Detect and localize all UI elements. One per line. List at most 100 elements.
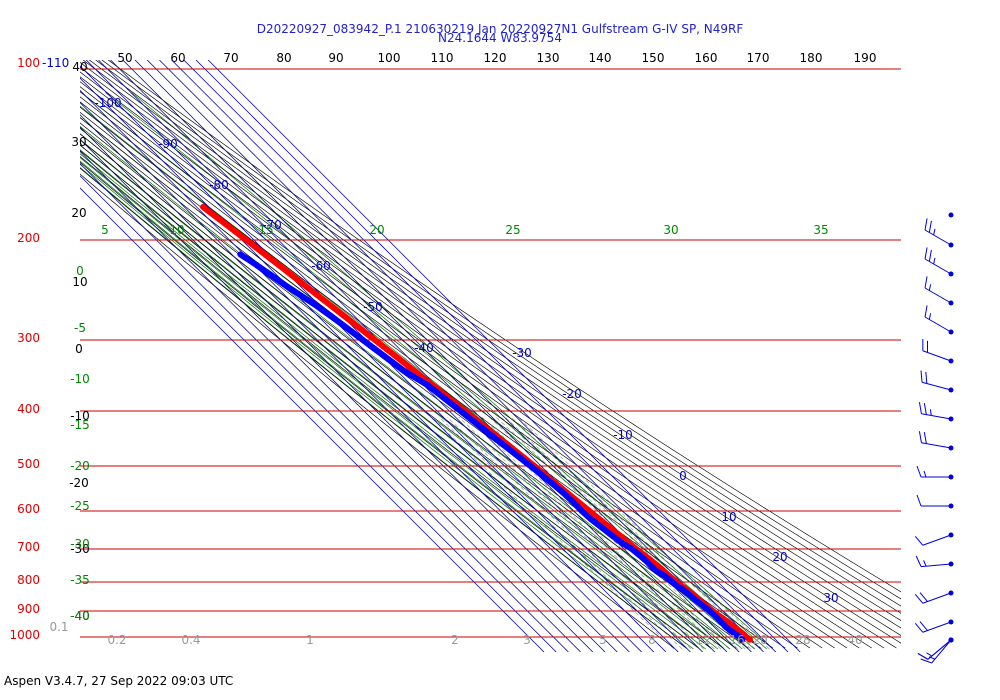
top-axis-tick: 190: [854, 51, 877, 65]
wind-barb-flag: [916, 465, 922, 478]
dry-adiabat: [80, 76, 897, 649]
dry-adiabat: [107, 60, 901, 593]
isotherm-label: -80: [209, 178, 229, 192]
wind-barb-half-flag: [929, 409, 932, 416]
top-axis-ticks: 50 60 70 80 90 100 110 120 130 140 150 160 170 180 190: [117, 51, 876, 65]
moist-adiabat: [80, 133, 737, 650]
wind-barb: [914, 532, 954, 546]
dry-adiabat: [80, 101, 835, 649]
moist-adiabat: [80, 144, 725, 650]
theta-e-left-label: -25: [70, 499, 90, 513]
dry-adiabat: [80, 150, 724, 649]
isotherm-line: [110, 60, 703, 652]
wind-barb-flag: [915, 555, 922, 567]
wind-barb-flag: [923, 432, 927, 444]
isotherm-line: [80, 175, 557, 652]
isotherm-label: -100: [94, 96, 121, 110]
wind-barb-flag: [914, 535, 924, 546]
pressure-label: 300: [17, 331, 40, 345]
wind-barb: [916, 465, 954, 480]
pressure-label: 400: [17, 402, 40, 416]
top-axis-tick: 100: [378, 51, 401, 65]
pressure-label: 200: [17, 231, 40, 245]
mixing-ratio-line: [438, 416, 683, 650]
theta-e-left-label: 0: [76, 264, 84, 278]
isotherm-label: -50: [363, 300, 383, 314]
wind-barb-flag: [919, 621, 928, 631]
wind-barb-station: [948, 212, 954, 218]
wind-barb: [918, 402, 954, 422]
mixing-ratio-label: 20: [752, 633, 767, 647]
top-axis-tick: 150: [642, 51, 665, 65]
pressure-label: 600: [17, 502, 40, 516]
wind-barb: [920, 637, 954, 664]
wind-barb-flag: [925, 371, 928, 384]
top-axis-tick: 90: [328, 51, 343, 65]
theta-e-left-label: -5: [74, 321, 86, 335]
wind-barb-flag: [914, 622, 924, 633]
dry-adiabat: [80, 66, 901, 636]
top-axis-tick: 180: [800, 51, 823, 65]
isotherm-line: [122, 60, 716, 652]
moist-adiabat: [80, 139, 731, 650]
top-axis-tick: 80: [276, 51, 291, 65]
isotherm-label: -90: [158, 137, 178, 151]
wind-barb: [924, 218, 954, 248]
dry-adiabat: [80, 133, 761, 649]
dry-adiabat: [80, 96, 848, 649]
wind-barb: [916, 494, 954, 509]
dry-adiabat: [82, 60, 901, 621]
wind-barb-shaft: [921, 381, 952, 391]
wind-barb-shaft: [927, 639, 952, 660]
temp-axis-label: 20: [71, 206, 86, 220]
moist-adiabat: [80, 157, 706, 650]
top-axis-tick: 140: [589, 51, 612, 65]
theta-e-left-label: -10: [70, 372, 90, 386]
wind-barb-half-flag: [926, 652, 933, 657]
wind-barbs: [914, 212, 954, 664]
isotherm-line: [134, 60, 728, 652]
dry-adiabat: [80, 117, 798, 649]
wind-barb-shaft: [921, 413, 952, 420]
isotherm-line: [80, 102, 630, 652]
theta-e-label: 25: [505, 223, 520, 237]
mixing-ratio-label: 0.1: [49, 620, 68, 634]
wind-barb-half-flag: [923, 560, 927, 567]
isotherms: [80, 60, 801, 652]
mixing-ratio-label: 2: [451, 633, 459, 647]
wind-barb-shaft: [922, 621, 952, 633]
wind-barb-half-flag: [933, 228, 936, 236]
theta-e-label: 35: [813, 223, 828, 237]
top-axis-tick: 70: [223, 51, 238, 65]
moist-adiabat: [80, 160, 700, 650]
isotherm-line: [195, 60, 789, 652]
dry-adiabat: [80, 173, 675, 649]
temp-axis-label: -30: [70, 542, 90, 556]
pressure-label: 900: [17, 602, 40, 616]
top-axis-tick: 60: [170, 51, 185, 65]
wind-barb: [920, 370, 954, 393]
isotherm-line: [80, 138, 594, 652]
theta-e-label: 5: [101, 223, 109, 237]
theta-e-left-label: -40: [70, 609, 90, 623]
theta-e-label: 30: [663, 223, 678, 237]
temp-axis-label: 30: [71, 135, 86, 149]
temp-axis-label: -10: [70, 409, 90, 423]
sounding-line: [237, 251, 746, 643]
temp-axis-label: -20: [69, 476, 89, 490]
plot-area: [80, 60, 901, 652]
moist-adiabat: [80, 163, 694, 650]
dry-adiabat: [80, 138, 749, 649]
moist-adiabat: [105, 92, 767, 650]
wind-barb-flag: [924, 247, 928, 260]
dry-adiabats: [80, 60, 901, 649]
isotherm-label: 0: [679, 469, 687, 483]
mixing-ratio-label: 3: [523, 633, 531, 647]
dry-adiabat: [80, 106, 823, 649]
wind-barb: [914, 619, 954, 633]
chart-subtitle: N24.1644 W83.9754: [438, 31, 562, 45]
moist-adiabat: [80, 149, 719, 650]
isotherm-line: [80, 65, 667, 652]
wind-barb: [915, 555, 954, 568]
isotherm-line: [80, 163, 569, 652]
